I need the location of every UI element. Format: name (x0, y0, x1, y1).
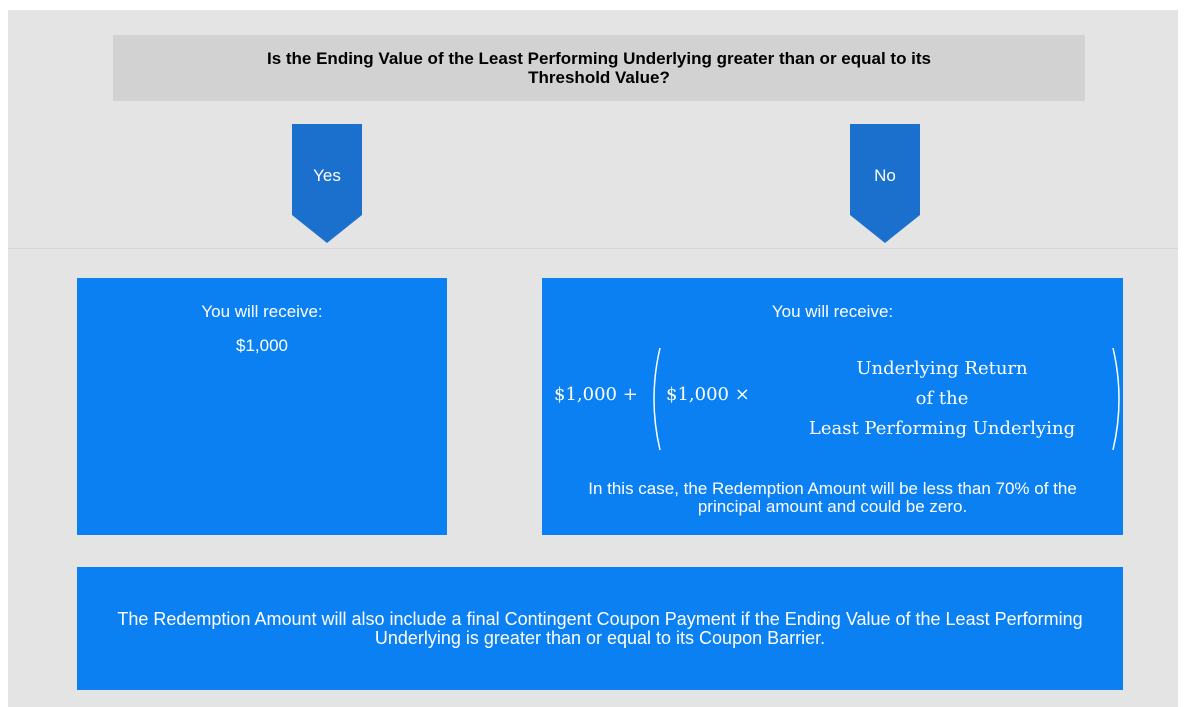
no-box: You will receive: $1,000 + $1,000 × Unde… (542, 278, 1123, 535)
yes-arrow: Yes (292, 124, 362, 244)
formula-fraction: Underlying Return of the Least Performin… (762, 354, 1122, 444)
no-arrow: No (850, 124, 920, 244)
page: Is the Ending Value of the Least Perform… (8, 10, 1178, 707)
question: Is the Ending Value of the Least Perform… (266, 49, 932, 87)
amount: $1,000 (236, 336, 288, 355)
fraction-line: Least Performing Underlying (808, 418, 1076, 439)
question-box: Is the Ending Value of the Least Perform… (113, 35, 1085, 101)
formula-base: $1,000 + (554, 384, 638, 405)
heading: You will receive: (201, 302, 323, 321)
arrow-shape (850, 124, 920, 243)
branch-label: No (874, 166, 896, 185)
parentheses (653, 347, 1120, 451)
note: In this case, the Redemption Amount will… (588, 479, 1077, 516)
arrow-shape (292, 124, 362, 243)
footer: The Redemption Amount will also include … (117, 609, 1083, 648)
fraction-line: Underlying Return (856, 358, 1028, 379)
formula-inner: $1,000 × (666, 384, 750, 405)
fraction-line: of the (915, 388, 969, 409)
branch-label: Yes (313, 166, 341, 185)
heading: You will receive: (771, 302, 894, 321)
footer-box: The Redemption Amount will also include … (77, 567, 1123, 690)
yes-box: You will receive: $1,000 (77, 278, 447, 535)
divider (8, 248, 1178, 249)
